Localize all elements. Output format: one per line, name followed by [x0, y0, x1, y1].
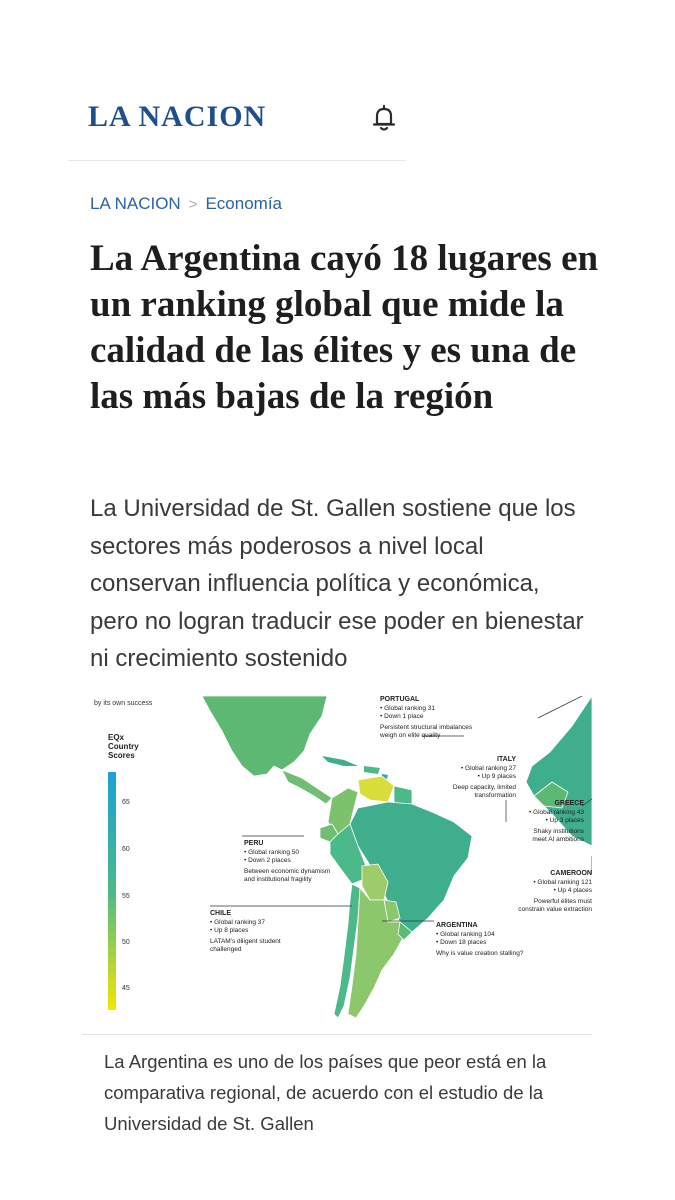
annotation-cameroon: CAMEROON • Global ranking 121 • Up 4 place… [510, 870, 592, 914]
annotation-note: LATAM's diligent student [210, 938, 281, 945]
annotation-peru: PERU • Global ranking 50 • Down 2 places Be… [244, 840, 330, 884]
annotation-line: • Global ranking 27 [460, 765, 516, 772]
map-hispaniola [364, 766, 380, 774]
article-lede: La Universidad de St. Gallen sostiene qu… [90, 495, 584, 672]
annotation-title: ARGENTINA [436, 922, 478, 929]
annotation-chile: CHILE • Global ranking 37 • Up 8 places LAT… [210, 910, 281, 954]
annotation-title: PERU [244, 840, 264, 847]
article-headline: La Argentina cayó 18 lugares en un ranki… [90, 238, 599, 417]
map-africa [525, 696, 592, 847]
annotation-note: Why is value creation stalling? [436, 950, 524, 957]
legend-tick-50: 50 [122, 939, 130, 946]
annotation-line: • Up 4 places [553, 887, 592, 894]
annotation-note: Shaky institutions [533, 828, 584, 835]
annotation-note: meet AI ambitions [532, 836, 584, 843]
map-guianas [393, 785, 413, 805]
legend-title-line1: EQx [108, 733, 125, 742]
legend-tick-65: 65 [122, 799, 130, 806]
map-north-america [201, 696, 328, 777]
annotation-portugal: PORTUGAL • Global ranking 31 • Down 1 plac… [380, 696, 472, 740]
annotation-line: • Down 18 places [436, 939, 487, 946]
annotation-note: Deep capacity, limited [452, 784, 516, 791]
map-africa-west [533, 781, 569, 809]
annotation-line: • Global ranking 43 [528, 809, 584, 816]
annotation-title: ITALY [496, 756, 516, 763]
figure-caption: La Argentina es uno de los países que pe… [104, 1051, 547, 1134]
top-note: by its own success [94, 700, 153, 707]
annotation-note: constrain value extraction [518, 906, 592, 913]
breadcrumb: LA NACION > Economía [90, 194, 282, 214]
breadcrumb-section[interactable]: Economía [205, 194, 283, 213]
article-infographic[interactable]: by its own success EQx Country Scores 65… [82, 696, 592, 1021]
annotation-note: Powerful élites must [533, 898, 592, 905]
annotation-line: • Up 3 places [545, 817, 584, 824]
annotation-note: transformation [474, 792, 516, 799]
annotation-note: Persistent structural imbalances [380, 724, 473, 731]
annotation-note: and institutional fragility [244, 876, 312, 883]
annotation-line: • Global ranking 104 [436, 931, 495, 938]
annotation-line: • Up 8 places [210, 927, 249, 934]
map-cuba [322, 756, 358, 766]
legend-scale-bar [108, 772, 116, 1010]
figure-divider [82, 1034, 592, 1035]
annotation-greece: GREECE • Global ranking 43 • Up 3 places Sh… [502, 800, 584, 844]
infographic-map: by its own success EQx Country Scores 65… [94, 696, 592, 1019]
annotation-note: weigh on elite quality [380, 732, 441, 739]
annotation-line: • Down 1 place [380, 713, 424, 720]
leader-portugal-diag [537, 696, 583, 719]
annotation-italy: ITALY • Global ranking 27 • Up 9 places Dee… [434, 756, 516, 800]
legend-tick-55: 55 [122, 893, 130, 900]
annotation-title: GREECE [554, 800, 584, 807]
bell-icon[interactable] [368, 102, 400, 134]
map-central-america [281, 769, 333, 805]
legend-title-line2: Country [108, 742, 139, 751]
map-uruguay [397, 921, 413, 941]
site-logo[interactable]: LA NACION [88, 100, 267, 133]
annotation-line: • Global ranking 37 [210, 919, 266, 926]
legend-tick-60: 60 [122, 846, 130, 853]
top-bar: LA NACION [68, 78, 406, 161]
breadcrumb-separator: > [188, 196, 198, 213]
annotation-line: • Down 2 places [244, 857, 291, 864]
annotation-note: challenged [210, 946, 242, 953]
breadcrumb-home[interactable]: LA NACION [90, 194, 181, 213]
annotation-note: Between economic dynamism [244, 868, 331, 875]
annotation-line: • Up 9 places [477, 773, 516, 780]
legend-tick-45: 45 [122, 985, 130, 992]
annotation-title: CAMEROON [550, 870, 592, 877]
annotation-title: PORTUGAL [380, 696, 420, 703]
map-colombia [327, 787, 359, 835]
leader-greece [581, 798, 592, 807]
map-venezuela [357, 775, 395, 803]
annotation-title: CHILE [210, 910, 231, 917]
annotation-line: • Global ranking 31 [380, 705, 436, 712]
annotation-argentina: ARGENTINA • Global ranking 104 • Down 18 p… [436, 922, 523, 958]
annotation-line: • Global ranking 50 [244, 849, 300, 856]
annotation-line: • Global ranking 121 [533, 879, 592, 886]
map-argentina [347, 886, 405, 1019]
legend-title-line3: Scores [108, 751, 135, 760]
